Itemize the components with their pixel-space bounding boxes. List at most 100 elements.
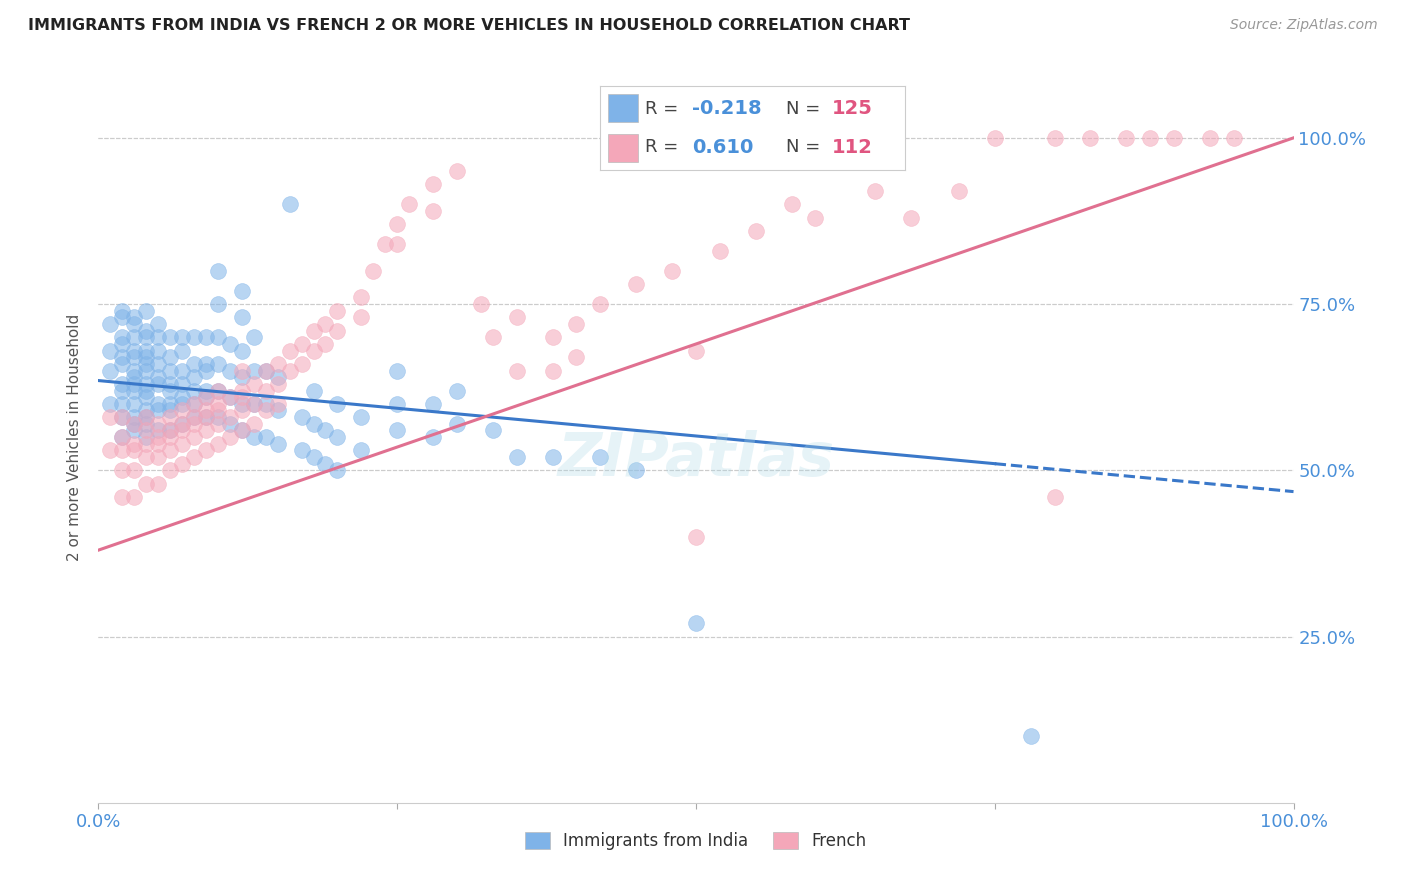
Point: [172, 390, 194, 404]
Point: [398, 197, 420, 211]
Point: [422, 178, 444, 192]
Point: [111, 303, 134, 318]
Point: [207, 330, 229, 344]
Point: [172, 343, 194, 358]
Point: [219, 390, 242, 404]
Point: [315, 317, 337, 331]
Point: [302, 417, 325, 431]
Point: [124, 310, 146, 325]
Point: [363, 264, 385, 278]
Point: [183, 410, 205, 425]
Point: [780, 197, 803, 211]
Point: [159, 424, 181, 438]
Point: [626, 463, 648, 477]
Point: [183, 357, 205, 371]
Point: [267, 357, 290, 371]
Point: [172, 330, 194, 344]
Point: [291, 410, 314, 425]
Point: [326, 303, 349, 318]
Point: [111, 430, 134, 444]
Point: [302, 324, 325, 338]
Point: [565, 317, 588, 331]
Point: [1019, 729, 1042, 743]
Point: [183, 410, 205, 425]
Point: [124, 343, 146, 358]
Point: [135, 424, 157, 438]
Point: [124, 436, 146, 450]
Point: [111, 490, 134, 504]
Point: [984, 131, 1007, 145]
Point: [589, 450, 612, 464]
Point: [243, 376, 266, 391]
Point: [195, 403, 218, 417]
Point: [207, 410, 229, 425]
Point: [135, 450, 157, 464]
Point: [183, 397, 205, 411]
Point: [135, 363, 157, 377]
Point: [159, 430, 181, 444]
Point: [350, 310, 373, 325]
Point: [565, 351, 588, 365]
Point: [207, 417, 229, 431]
Point: [111, 337, 134, 351]
Point: [172, 403, 194, 417]
Point: [254, 363, 277, 377]
Point: [148, 450, 170, 464]
Point: [374, 237, 396, 252]
Point: [685, 530, 707, 544]
Point: [804, 211, 827, 225]
Point: [1043, 490, 1066, 504]
Point: [148, 430, 170, 444]
Point: [172, 376, 194, 391]
Point: [148, 376, 170, 391]
Point: [254, 403, 277, 417]
Point: [159, 424, 181, 438]
Point: [231, 390, 253, 404]
Point: [1223, 131, 1246, 145]
Point: [183, 430, 205, 444]
Point: [111, 351, 134, 365]
Point: [385, 397, 409, 411]
Point: [195, 384, 218, 398]
Point: [98, 397, 122, 411]
Point: [183, 370, 205, 384]
Point: [124, 463, 146, 477]
Point: [219, 430, 242, 444]
Point: [148, 370, 170, 384]
Point: [148, 476, 170, 491]
Point: [172, 417, 194, 431]
Point: [661, 264, 683, 278]
Point: [148, 417, 170, 431]
Point: [254, 384, 277, 398]
Point: [124, 317, 146, 331]
Point: [481, 330, 505, 344]
Point: [219, 363, 242, 377]
Point: [254, 363, 277, 377]
Point: [124, 424, 146, 438]
Point: [1139, 131, 1161, 145]
Point: [98, 363, 122, 377]
Point: [111, 397, 134, 411]
Point: [302, 343, 325, 358]
Point: [685, 616, 707, 631]
Point: [148, 343, 170, 358]
Point: [195, 330, 218, 344]
Point: [446, 417, 468, 431]
Point: [183, 397, 205, 411]
Point: [219, 410, 242, 425]
Point: [135, 390, 157, 404]
Point: [124, 417, 146, 431]
Point: [506, 450, 529, 464]
Point: [231, 343, 253, 358]
Point: [243, 330, 266, 344]
Point: [148, 397, 170, 411]
Point: [207, 264, 229, 278]
Point: [350, 410, 373, 425]
Point: [111, 410, 134, 425]
Point: [219, 390, 242, 404]
Point: [135, 376, 157, 391]
Point: [326, 463, 349, 477]
Point: [948, 184, 970, 198]
Point: [745, 224, 768, 238]
Point: [148, 424, 170, 438]
